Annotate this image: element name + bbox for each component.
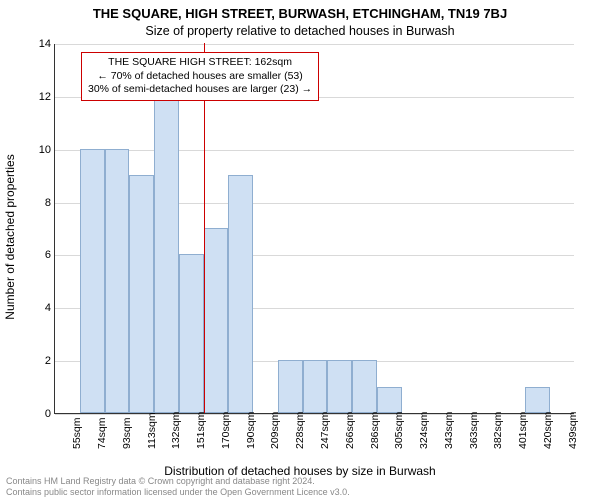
- x-tick-label: 324sqm: [418, 412, 430, 449]
- histogram-bar: [228, 175, 253, 413]
- y-tick-label: 4: [27, 302, 51, 314]
- y-tick-label: 2: [27, 355, 51, 367]
- y-tick-label: 10: [27, 144, 51, 156]
- y-tick-label: 8: [27, 197, 51, 209]
- histogram-bar: [525, 387, 550, 413]
- footer-attribution: Contains HM Land Registry data © Crown c…: [6, 476, 350, 499]
- annotation-box: THE SQUARE HIGH STREET: 162sqm ← 70% of d…: [81, 52, 319, 101]
- x-tick-label: 305sqm: [393, 412, 405, 449]
- x-tick-label: 190sqm: [245, 412, 257, 449]
- histogram-bar: [303, 360, 328, 413]
- histogram-bar: [377, 387, 402, 413]
- x-tick-label: 286sqm: [369, 412, 381, 449]
- histogram-bar: [327, 360, 352, 413]
- chart-title-main: THE SQUARE, HIGH STREET, BURWASH, ETCHIN…: [0, 6, 600, 21]
- property-size-histogram: THE SQUARE, HIGH STREET, BURWASH, ETCHIN…: [0, 0, 600, 500]
- histogram-bar: [352, 360, 377, 413]
- x-tick-label: 170sqm: [220, 412, 232, 449]
- x-tick-label: 209sqm: [269, 412, 281, 449]
- annotation-line-1: THE SQUARE HIGH STREET: 162sqm: [108, 56, 292, 68]
- annotation-line-2: ← 70% of detached houses are smaller (53…: [97, 70, 302, 82]
- histogram-bar: [179, 254, 204, 413]
- x-tick-label: 151sqm: [195, 412, 207, 449]
- x-tick-label: 113sqm: [146, 412, 158, 449]
- x-tick-label: 93sqm: [121, 417, 133, 449]
- x-tick-label: 266sqm: [344, 412, 356, 449]
- footer-line-2: Contains public sector information licen…: [6, 487, 350, 497]
- y-axis-label: Number of detached properties: [3, 154, 17, 319]
- y-tick-label: 6: [27, 249, 51, 261]
- x-tick-label: 343sqm: [443, 412, 455, 449]
- chart-title-sub: Size of property relative to detached ho…: [0, 24, 600, 38]
- histogram-bar: [154, 96, 179, 413]
- x-tick-label: 420sqm: [542, 412, 554, 449]
- x-tick-label: 55sqm: [71, 417, 83, 449]
- x-tick-label: 132sqm: [170, 412, 182, 449]
- histogram-bar: [129, 175, 154, 413]
- gridline: [55, 150, 574, 151]
- x-tick-label: 401sqm: [517, 412, 529, 449]
- x-tick-label: 439sqm: [567, 412, 579, 449]
- plot-area: 0246810121455sqm74sqm93sqm113sqm132sqm15…: [54, 44, 574, 414]
- x-tick-label: 74sqm: [96, 417, 108, 449]
- x-tick-label: 363sqm: [468, 412, 480, 449]
- y-tick-label: 0: [27, 408, 51, 420]
- x-tick-label: 382sqm: [492, 412, 504, 449]
- annotation-line-3: 30% of semi-detached houses are larger (…: [88, 83, 312, 95]
- histogram-bar: [278, 360, 303, 413]
- y-tick-label: 14: [27, 38, 51, 50]
- histogram-bar: [80, 149, 105, 413]
- gridline: [55, 44, 574, 45]
- y-tick-label: 12: [27, 91, 51, 103]
- x-tick-label: 247sqm: [319, 412, 331, 449]
- histogram-bar: [105, 149, 130, 413]
- histogram-bar: [204, 228, 229, 413]
- x-tick-label: 228sqm: [294, 412, 306, 449]
- footer-line-1: Contains HM Land Registry data © Crown c…: [6, 476, 315, 486]
